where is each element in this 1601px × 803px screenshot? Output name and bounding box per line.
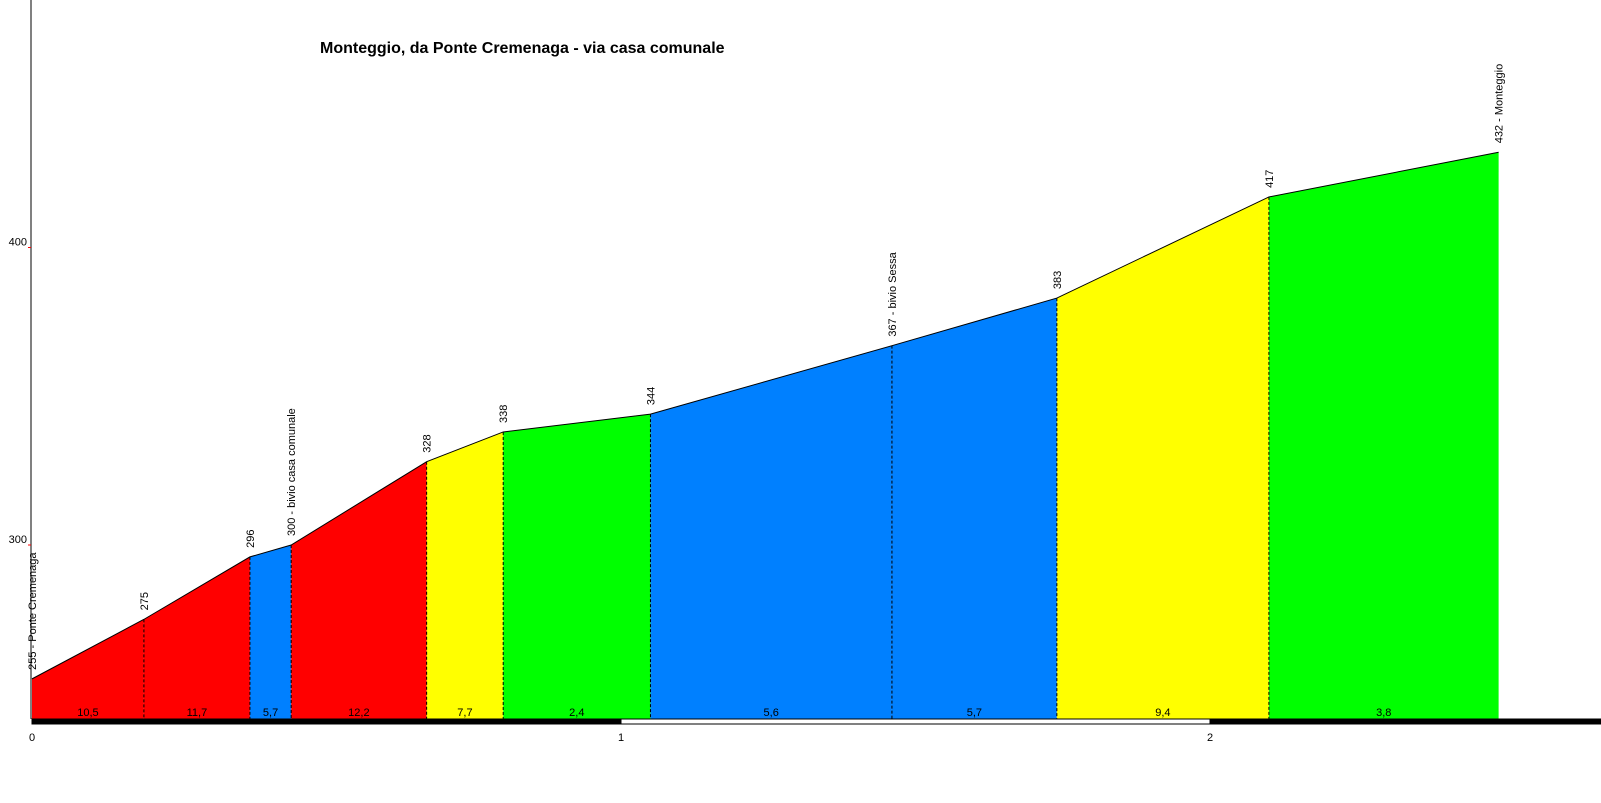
profile-line [31, 151, 1499, 680]
segment-fill [143, 556, 250, 719]
point-label: 417 [1264, 170, 1276, 188]
x-tick-label: 0 [29, 732, 35, 744]
segment-fill [249, 545, 292, 719]
point-label: 383 [1052, 271, 1064, 289]
segment-fill [891, 298, 1057, 719]
segment-fill [426, 431, 504, 719]
point-label: 367 - bivio Sessa [887, 251, 899, 336]
point-label: 275 [139, 592, 151, 610]
point-label: 300 - bivio casa comunale [286, 408, 298, 536]
gradient-label: 11,7 [187, 707, 208, 719]
point-label: 296 [245, 530, 257, 548]
x-axis-ticks: 0 1 2 [29, 732, 1213, 744]
point-label: 328 [422, 434, 434, 452]
gradient-label: 3,8 [1376, 707, 1391, 719]
segment-fill [32, 619, 144, 719]
gradient-label: 2,4 [569, 707, 584, 719]
x-axis-km-band [620, 718, 1211, 725]
y-tick-label: 400 [9, 237, 27, 249]
point-labels: 255 - Ponte Cremenaga 275 296 300 - bivio c… [27, 64, 1506, 670]
segment-fill [1056, 196, 1269, 720]
gradient-label: 10,5 [77, 707, 98, 719]
point-label: 344 [645, 387, 657, 405]
x-axis-bar [31, 718, 1601, 725]
gradient-label: 5,7 [263, 707, 278, 719]
gradient-label: 12,2 [348, 707, 369, 719]
point-label: 255 - Ponte Cremenaga [27, 552, 39, 670]
segment-fill [503, 414, 651, 719]
gradient-labels: 10,5 11,7 5,7 12,2 7,7 2,4 5,6 5,7 9,4 3,8 [77, 707, 1391, 719]
segment-fill [1268, 152, 1499, 720]
x-axis-km-band [1209, 718, 1601, 725]
point-label: 432 - Monteggio [1494, 64, 1506, 144]
gradient-label: 7,7 [457, 707, 472, 719]
segment-dividers [143, 196, 1270, 719]
x-tick-label: 2 [1207, 732, 1213, 744]
segment-fills [32, 152, 1499, 720]
y-axis-ticks: 300 400 [9, 237, 31, 546]
x-axis-km-band [31, 718, 622, 725]
gradient-label: 9,4 [1155, 707, 1170, 719]
x-tick-label: 1 [618, 732, 624, 744]
chart-title: Monteggio, da Ponte Cremenaga - via casa… [320, 40, 725, 57]
gradient-label: 5,7 [967, 707, 982, 719]
point-label: 338 [498, 405, 510, 423]
y-tick-label: 300 [9, 534, 27, 546]
segment-fill [291, 461, 427, 719]
segment-fill [650, 345, 892, 719]
gradient-label: 5,6 [764, 707, 779, 719]
